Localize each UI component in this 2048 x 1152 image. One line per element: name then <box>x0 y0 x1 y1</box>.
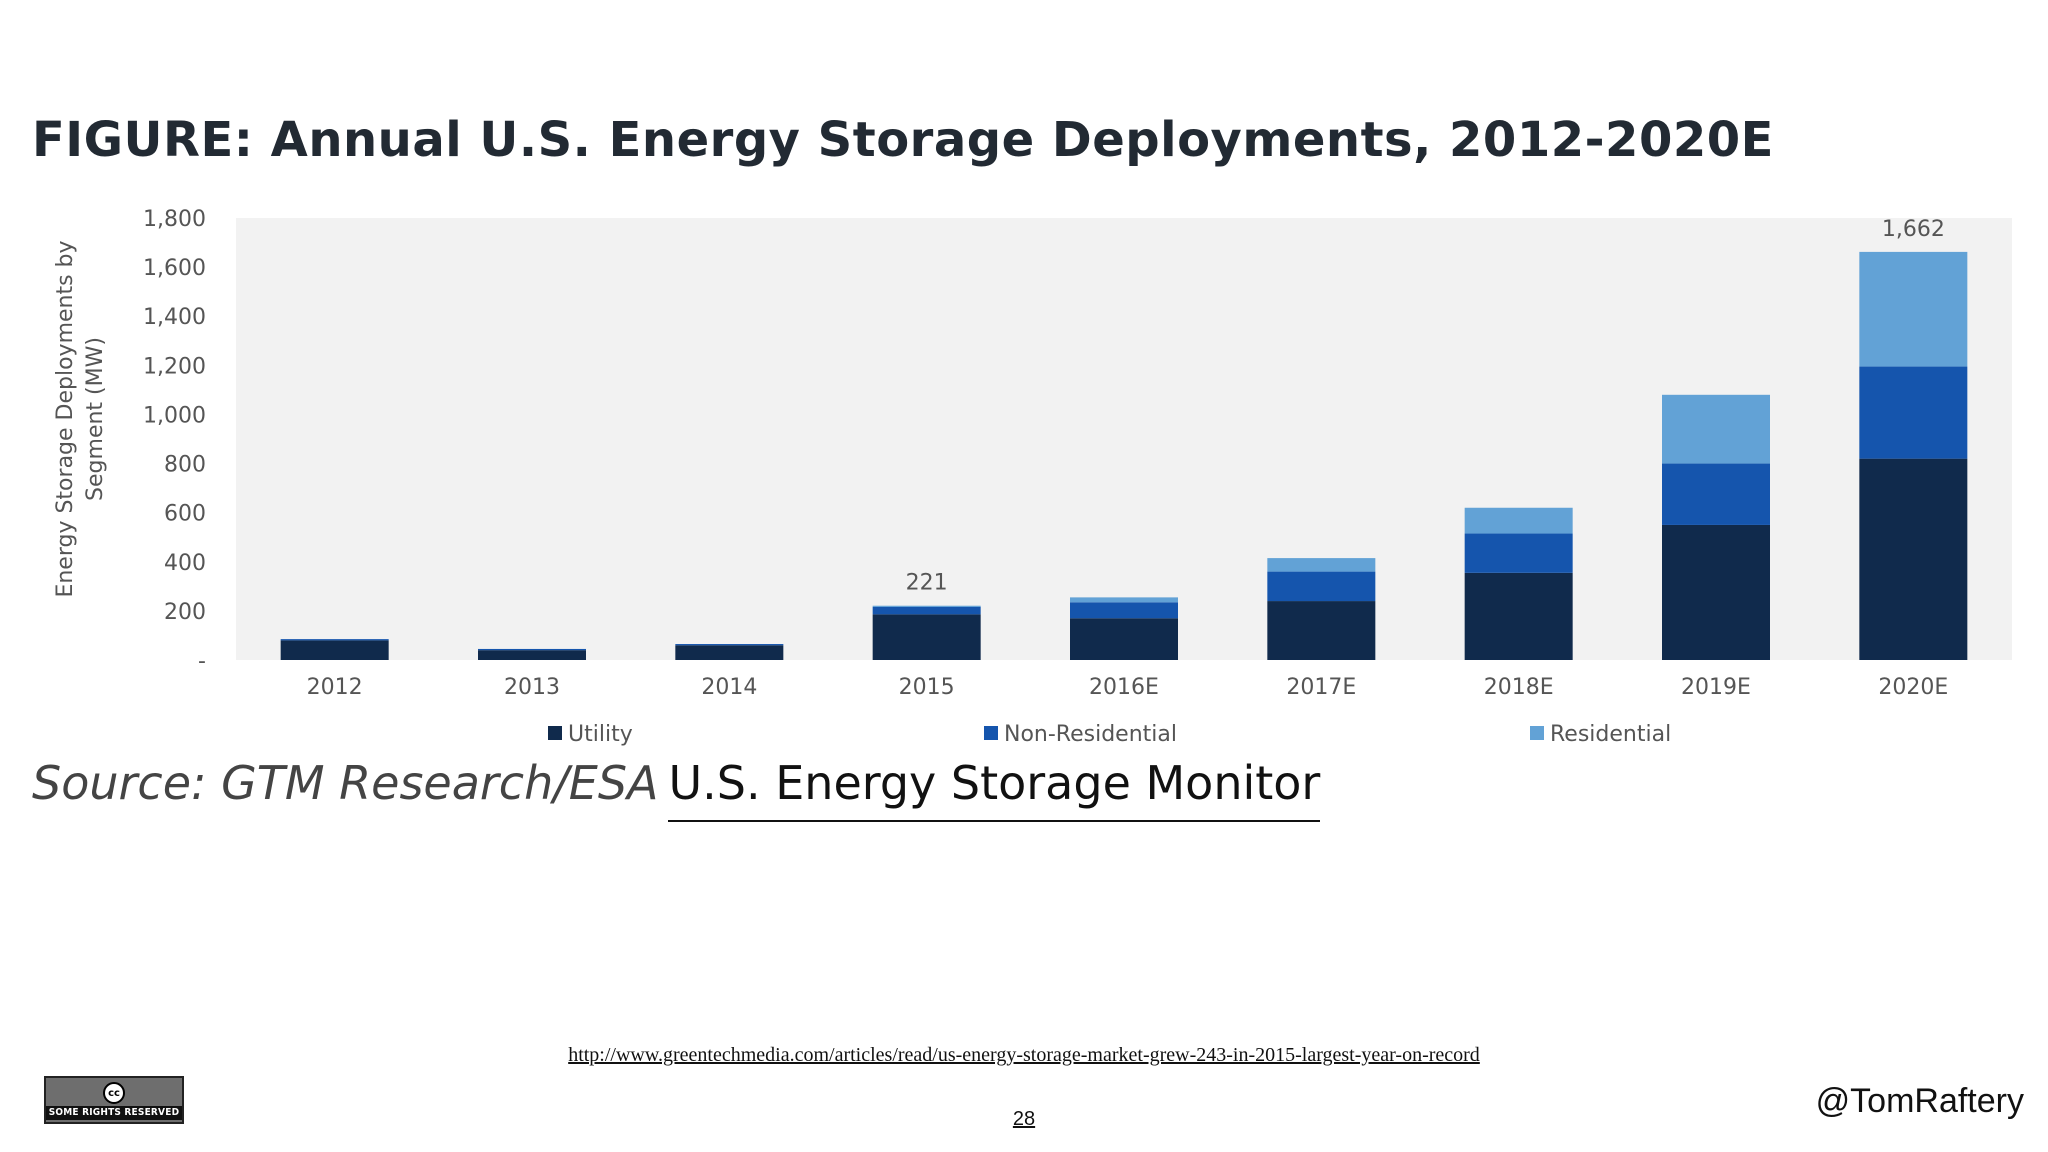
bar-segment-residential <box>1662 394 1770 464</box>
x-tick-label: 2014 <box>701 675 757 700</box>
bar-segment-non-residential <box>675 644 784 646</box>
x-tick-label: 2020E <box>1878 675 1948 700</box>
bar-segment-utility <box>478 650 586 660</box>
bar-segment-residential <box>1070 597 1178 603</box>
bar-segment-non-residential <box>280 639 389 641</box>
x-tick-label: 2019E <box>1681 675 1751 700</box>
stacked-bar-chart: - 200 400 600 800 1,000 1,200 1,400 1,600 1,800 En… <box>53 207 2012 747</box>
bar-segment-non-residential <box>1070 602 1178 619</box>
y-axis-title-line-2: Segment (MW) <box>83 337 108 501</box>
article-url-link[interactable]: http://www.greentechmedia.com/articles/r… <box>568 1044 1480 1066</box>
bar-segment-non-residential <box>1464 533 1573 573</box>
creative-commons-icon[interactable]: cc SOME RIGHTS RESERVED <box>44 1076 184 1124</box>
bar-segment-utility <box>675 645 784 660</box>
y-tick-label: 1,600 <box>143 256 206 281</box>
bar-segment-non-residential <box>872 606 981 615</box>
source-prefix: Source: GTM Research/ESA <box>32 756 659 810</box>
bar-segment-utility <box>1070 618 1178 660</box>
source-link[interactable]: U.S. Energy Storage Monitor <box>668 756 1321 822</box>
x-tick-label: 2015 <box>899 675 955 700</box>
legend-label: Residential <box>1550 722 1671 747</box>
legend-swatch <box>548 726 562 740</box>
y-tick-label: 1,400 <box>143 305 206 330</box>
legend-label: Non-Residential <box>1004 722 1177 747</box>
bar-segment-non-residential <box>1859 366 1968 459</box>
source-line: Source: GTM Research/ESA U.S. Energy Stor… <box>32 756 1321 822</box>
x-tick-label: 2016E <box>1089 675 1159 700</box>
bar-segment-residential <box>1464 507 1573 534</box>
legend-swatch <box>1530 726 1544 740</box>
bar-segment-utility <box>1267 601 1376 660</box>
bar-segment-utility <box>280 640 389 660</box>
cc-badge-text: SOME RIGHTS RESERVED <box>46 1106 182 1120</box>
bar-segment-residential <box>1859 251 1968 367</box>
y-tick-label: 600 <box>164 502 206 527</box>
bar-segment-residential <box>872 605 981 607</box>
y-tick-label: 200 <box>164 600 206 625</box>
y-tick-label: 400 <box>164 551 206 576</box>
slide-title: FIGURE: Annual U.S. Energy Storage Deplo… <box>32 112 1774 168</box>
x-tick-label: 2012 <box>307 675 363 700</box>
bar-segment-non-residential <box>1662 463 1770 525</box>
y-tick-label: 800 <box>164 453 206 478</box>
y-tick-label: 1,200 <box>143 354 206 379</box>
y-tick-label: 1,000 <box>143 403 206 428</box>
legend-swatch <box>984 726 998 740</box>
bar-segment-non-residential <box>478 648 586 651</box>
x-tick-label: 2018E <box>1484 675 1554 700</box>
y-axis-title-line-1: Energy Storage Deployments by <box>53 240 78 597</box>
y-tick-label: - <box>198 649 206 674</box>
twitter-handle: @TomRaftery <box>1815 1082 2024 1120</box>
bar-segment-utility <box>1859 458 1968 660</box>
x-tick-label: 2013 <box>504 675 560 700</box>
bar-segment-non-residential <box>1267 571 1376 602</box>
bar-segment-utility <box>1464 572 1573 660</box>
data-label: 221 <box>906 571 948 596</box>
data-label: 1,662 <box>1882 217 1945 242</box>
page-number[interactable]: 28 <box>1012 1108 1036 1130</box>
cc-symbol: cc <box>103 1082 125 1104</box>
bar-segment-utility <box>872 614 981 660</box>
x-tick-label: 2017E <box>1286 675 1356 700</box>
bar-segment-utility <box>1662 524 1770 660</box>
legend-label: Utility <box>568 722 633 747</box>
y-tick-label: 1,800 <box>143 207 206 232</box>
bar-segment-residential <box>1267 558 1376 572</box>
